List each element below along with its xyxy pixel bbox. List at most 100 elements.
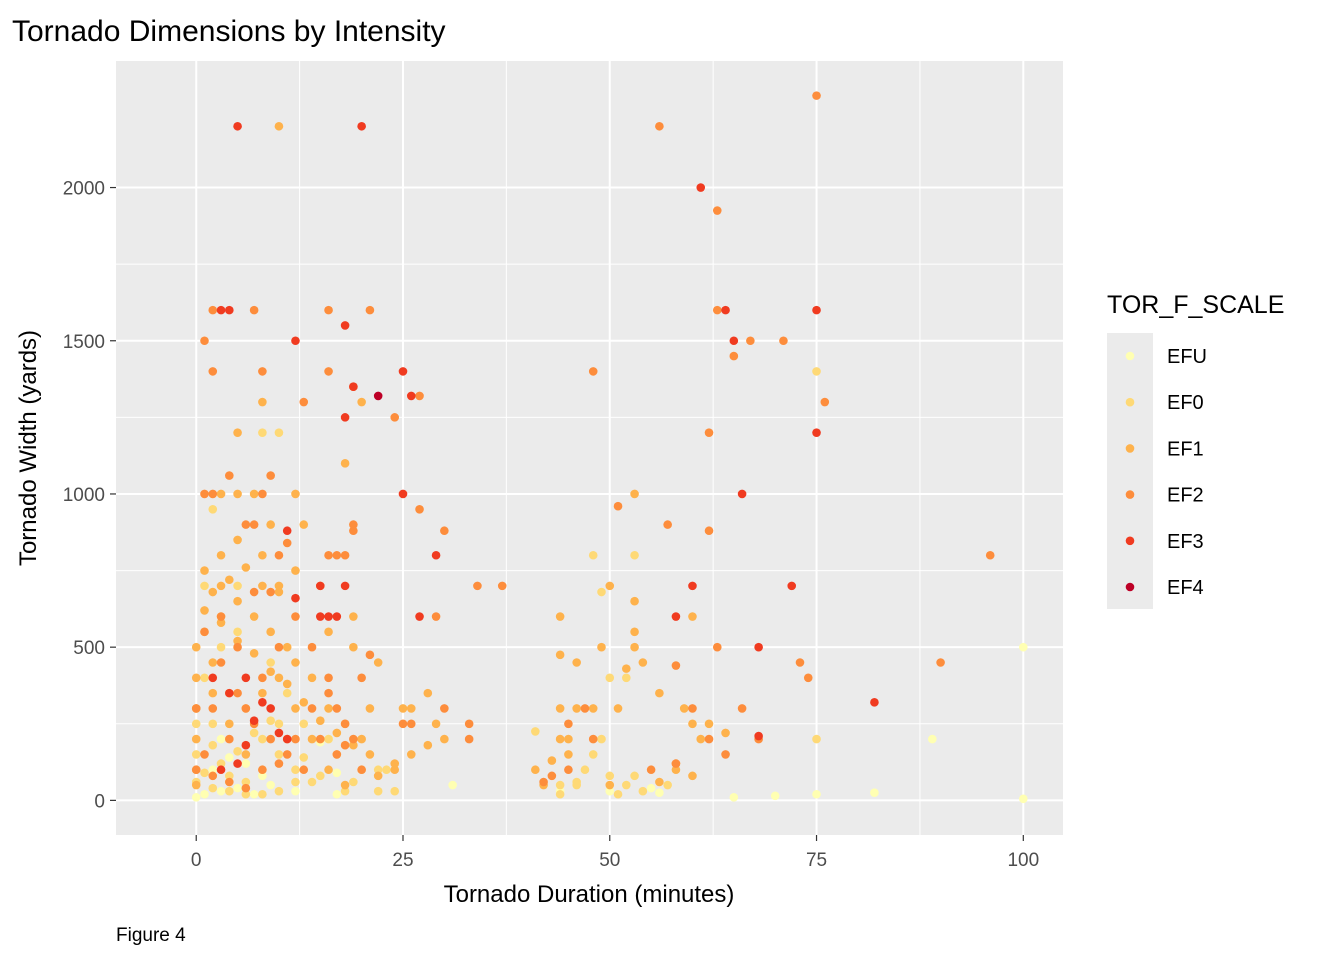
data-point xyxy=(332,728,342,738)
data-point xyxy=(241,783,251,793)
data-point xyxy=(704,719,714,729)
data-point xyxy=(324,627,333,637)
data-point xyxy=(274,750,284,759)
data-point xyxy=(315,771,325,781)
data-point xyxy=(233,642,242,652)
data-point xyxy=(266,704,275,713)
data-point xyxy=(324,367,333,376)
data-point xyxy=(349,612,358,621)
legend: TOR_F_SCALE EFU EF0 EF1 EF2 EF3 EF4 xyxy=(1107,291,1284,609)
data-point xyxy=(307,642,317,652)
data-point xyxy=(365,750,375,759)
data-point xyxy=(208,688,218,698)
data-point xyxy=(258,789,267,799)
data-point xyxy=(340,413,350,422)
data-point xyxy=(770,791,780,801)
data-point xyxy=(646,765,656,775)
data-point xyxy=(754,731,763,741)
data-point xyxy=(208,587,218,597)
data-point xyxy=(258,734,267,744)
data-point xyxy=(580,704,590,713)
data-point xyxy=(208,305,218,315)
data-point xyxy=(613,704,623,713)
data-point xyxy=(200,336,209,346)
x-tick-label: 0 xyxy=(191,850,202,871)
data-point xyxy=(249,716,259,726)
data-point xyxy=(324,550,333,560)
data-point xyxy=(497,581,507,591)
data-point xyxy=(291,704,300,713)
data-point xyxy=(266,471,275,480)
data-point xyxy=(406,704,416,713)
data-point xyxy=(282,526,292,536)
data-point xyxy=(225,753,234,762)
data-point xyxy=(588,750,598,759)
data-point xyxy=(340,780,350,790)
data-point xyxy=(233,581,242,591)
data-point xyxy=(307,704,317,713)
data-point xyxy=(208,367,218,376)
data-point xyxy=(812,305,821,315)
data-point xyxy=(349,642,358,652)
data-point xyxy=(216,305,226,315)
data-point xyxy=(1019,642,1028,652)
data-point xyxy=(464,719,474,729)
data-point xyxy=(274,759,284,768)
data-point xyxy=(564,734,573,744)
data-point xyxy=(555,612,565,621)
data-point xyxy=(555,780,565,790)
data-point xyxy=(332,789,342,799)
data-point xyxy=(630,627,639,637)
data-point xyxy=(307,777,317,787)
data-point xyxy=(208,771,218,781)
data-point xyxy=(200,627,209,637)
data-point xyxy=(663,520,672,529)
data-point xyxy=(423,688,433,698)
data-point xyxy=(622,664,631,673)
data-point xyxy=(249,728,259,738)
legend-title: TOR_F_SCALE xyxy=(1107,291,1284,319)
data-point xyxy=(464,734,474,744)
data-point xyxy=(233,596,242,606)
data-point xyxy=(795,658,805,667)
x-tick-label: 25 xyxy=(392,850,413,871)
data-point xyxy=(679,704,689,713)
data-point xyxy=(390,765,400,775)
data-point xyxy=(324,305,333,315)
data-point xyxy=(191,642,201,652)
data-point xyxy=(373,771,383,781)
series-ef0 xyxy=(191,367,821,799)
legend-key-ef0 xyxy=(1125,397,1135,407)
data-point xyxy=(721,750,730,759)
data-point xyxy=(191,793,201,802)
data-point xyxy=(216,759,226,768)
data-point xyxy=(721,305,730,315)
data-point xyxy=(547,771,557,781)
data-point xyxy=(630,489,639,499)
data-point xyxy=(597,587,606,597)
data-point xyxy=(349,740,358,750)
data-point xyxy=(630,642,639,652)
data-point xyxy=(241,750,251,759)
data-point xyxy=(398,719,408,729)
data-point xyxy=(349,526,358,536)
data-point xyxy=(233,759,242,768)
data-point xyxy=(200,789,209,799)
data-point xyxy=(572,658,581,667)
data-point xyxy=(373,391,383,401)
data-point xyxy=(266,587,275,597)
data-point xyxy=(291,566,300,575)
legend-key-efu xyxy=(1125,351,1135,361)
data-point xyxy=(555,789,565,799)
data-point xyxy=(233,489,242,499)
data-point xyxy=(208,673,218,683)
data-point xyxy=(274,550,284,560)
data-point xyxy=(225,719,234,729)
data-point xyxy=(291,593,300,603)
series-ef4 xyxy=(373,391,383,401)
data-point xyxy=(473,581,482,591)
data-point xyxy=(266,667,275,676)
data-point xyxy=(588,704,598,713)
data-point xyxy=(258,771,267,781)
